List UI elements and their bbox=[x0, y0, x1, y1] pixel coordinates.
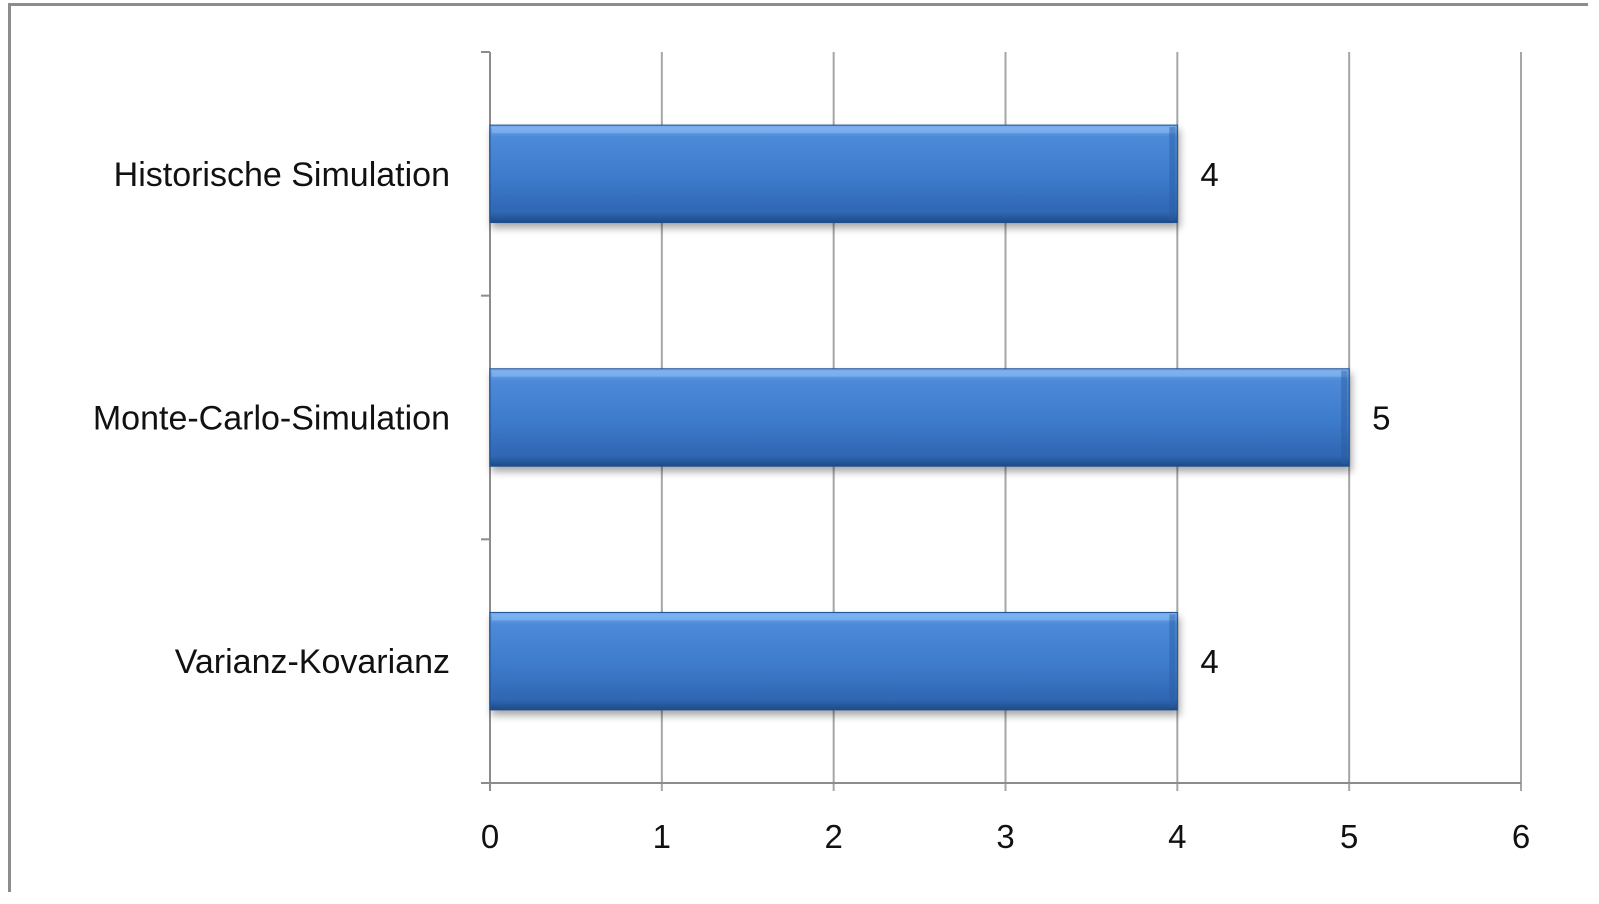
data-label: 5 bbox=[1372, 400, 1390, 437]
bar-end-bevel bbox=[1169, 127, 1176, 221]
data-label: 4 bbox=[1200, 643, 1218, 680]
x-tick-label: 3 bbox=[996, 818, 1014, 855]
category-label: Varianz-Kovarianz bbox=[175, 643, 450, 681]
x-tick-label: 6 bbox=[1512, 818, 1530, 855]
label-layer: 0 1 2 3 4 5 6 Historische Simulation 4 Monte-Carl… bbox=[93, 156, 1530, 855]
category-label: Historische Simulation bbox=[114, 156, 450, 194]
x-tick-label: 0 bbox=[481, 818, 499, 855]
bar-group bbox=[489, 124, 1178, 224]
x-tick-label: 2 bbox=[824, 818, 842, 855]
bar-highlight bbox=[492, 127, 1176, 134]
x-tick-label: 4 bbox=[1168, 818, 1186, 855]
bar-end-bevel bbox=[1169, 614, 1176, 708]
bar bbox=[489, 611, 1178, 711]
data-label: 4 bbox=[1200, 156, 1218, 193]
bar-highlight bbox=[492, 614, 1176, 621]
x-tick-label: 1 bbox=[653, 818, 671, 855]
category-label: Monte-Carlo-Simulation bbox=[93, 400, 450, 438]
bar-layer bbox=[489, 124, 1350, 711]
bar-end-bevel bbox=[1341, 370, 1348, 465]
x-tick-label: 5 bbox=[1340, 818, 1358, 855]
bar-highlight bbox=[492, 370, 1348, 377]
bar bbox=[489, 124, 1178, 224]
bar-group bbox=[489, 611, 1178, 711]
bar bbox=[489, 368, 1350, 467]
bar-group bbox=[489, 368, 1350, 467]
